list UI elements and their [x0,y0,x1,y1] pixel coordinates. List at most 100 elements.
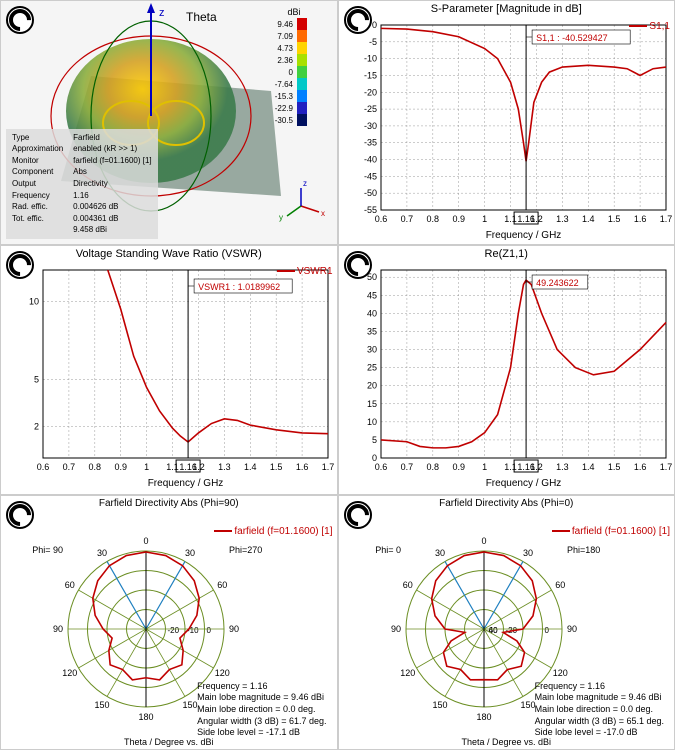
svg-text:150: 150 [182,700,197,710]
svg-text:4.73: 4.73 [277,44,293,53]
svg-text:30: 30 [522,548,532,558]
svg-text:dBi: dBi [287,7,300,17]
svg-text:25: 25 [366,363,376,373]
svg-text:40: 40 [366,308,376,318]
svg-text:150: 150 [520,700,535,710]
svg-text:60: 60 [402,580,412,590]
svg-text:2: 2 [34,422,39,432]
svg-text:1.4: 1.4 [582,214,595,224]
svg-text:0.9: 0.9 [452,214,465,224]
panel-3d-farfield: z Theta x y z dBi 9.467.094.732.360-7.64… [0,0,338,245]
svg-text:-20: -20 [168,626,180,635]
svg-text:1.7: 1.7 [322,462,335,472]
svg-text:0.7: 0.7 [400,462,413,472]
svg-text:VSWR1 : 1.0189962: VSWR1 : 1.0189962 [198,282,280,292]
svg-text:-50: -50 [363,188,376,198]
svg-text:10: 10 [366,417,376,427]
copyright-icon [6,6,34,34]
svg-text:0.8: 0.8 [89,462,102,472]
svg-text:x: x [321,209,325,218]
svg-text:-30.5: -30.5 [274,116,293,125]
svg-text:5: 5 [34,375,39,385]
copyright-icon [6,501,34,529]
svg-text:60: 60 [555,580,565,590]
svg-text:0: 0 [207,626,212,635]
panel-polar-90: Farfield Directivity Abs (Phi=90) farfie… [0,495,338,750]
svg-text:-20: -20 [363,87,376,97]
svg-text:Frequency / GHz: Frequency / GHz [485,230,561,241]
svg-text:Phi= 0: Phi= 0 [375,545,401,555]
polar1-legend: farfield (f=01.1600) [1] [214,526,332,537]
svg-text:1: 1 [144,462,149,472]
svg-text:0.6: 0.6 [374,462,387,472]
vswr-legend: VSWR1 [277,266,333,277]
svg-text:20: 20 [366,381,376,391]
copyright-icon [344,501,372,529]
colorbar: dBi 9.467.094.732.360-7.64-15.3-22.9-30.… [267,6,322,136]
copyright-icon [344,251,372,279]
svg-text:90: 90 [390,624,400,634]
svg-text:1.6: 1.6 [633,214,646,224]
svg-text:S1,1 : -40.529427: S1,1 : -40.529427 [536,33,608,43]
svg-text:1.2: 1.2 [192,462,205,472]
svg-text:0.7: 0.7 [63,462,76,472]
svg-text:30: 30 [185,548,195,558]
polar2-xlabel: Theta / Degree vs. dBi [461,737,551,747]
svg-text:0: 0 [481,536,486,546]
svg-text:180: 180 [476,712,491,722]
svg-text:1.5: 1.5 [607,214,620,224]
svg-text:y: y [279,213,283,222]
svg-text:120: 120 [552,668,567,678]
svg-text:1.3: 1.3 [556,214,569,224]
polar2-info: Frequency = 1.16Main lobe magnitude = 9.… [535,681,664,739]
svg-text:49.243622: 49.243622 [536,278,579,288]
svg-text:90: 90 [53,624,63,634]
svg-text:0.7: 0.7 [400,214,413,224]
svg-text:1: 1 [482,214,487,224]
svg-text:1: 1 [482,462,487,472]
svg-text:-10: -10 [363,54,376,64]
svg-text:1.4: 1.4 [244,462,257,472]
svg-text:1.5: 1.5 [270,462,283,472]
s11-title: S-Parameter [Magnitude in dB] [339,3,675,15]
s11-legend: S1,1 [629,21,670,32]
svg-text:1.1: 1.1 [504,214,517,224]
svg-text:30: 30 [434,548,444,558]
farfield-info-table: TypeFarfieldApproximationenabled (kR >> … [6,129,158,239]
copyright-icon [6,251,34,279]
svg-text:120: 120 [62,668,77,678]
panel-rez: Re(Z1,1) 0.60.70.80.911.11.161.21.31.41.… [338,245,675,495]
svg-text:-45: -45 [363,171,376,181]
svg-text:90: 90 [566,624,576,634]
panel-vswr: Voltage Standing Wave Ratio (VSWR) VSWR1… [0,245,338,495]
svg-text:-15: -15 [363,70,376,80]
svg-text:10: 10 [29,296,39,306]
svg-text:1.6: 1.6 [296,462,309,472]
svg-text:z: z [303,179,307,188]
svg-text:120: 120 [400,668,415,678]
svg-text:45: 45 [366,290,376,300]
svg-text:Phi=180: Phi=180 [567,545,600,555]
svg-text:180: 180 [138,712,153,722]
svg-text:-40: -40 [363,155,376,165]
svg-text:15: 15 [366,399,376,409]
svg-text:-5: -5 [368,37,376,47]
panel-polar-0: Farfield Directivity Abs (Phi=0) farfiel… [338,495,675,750]
svg-text:5: 5 [371,435,376,445]
svg-text:9.46: 9.46 [277,20,293,29]
vswr-title: Voltage Standing Wave Ratio (VSWR) [1,248,337,260]
svg-text:35: 35 [366,326,376,336]
svg-text:Phi= 90: Phi= 90 [32,545,63,555]
svg-text:1.3: 1.3 [556,462,569,472]
svg-text:150: 150 [94,700,109,710]
svg-text:1.3: 1.3 [218,462,231,472]
svg-text:120: 120 [215,668,230,678]
svg-text:1.4: 1.4 [582,462,595,472]
polar1-title: Farfield Directivity Abs (Phi=90) [1,498,337,509]
svg-text:0.9: 0.9 [452,462,465,472]
rez-title: Re(Z1,1) [339,248,675,260]
svg-text:0.9: 0.9 [114,462,127,472]
svg-text:0: 0 [371,453,376,463]
svg-text:150: 150 [432,700,447,710]
svg-text:1.1: 1.1 [166,462,179,472]
